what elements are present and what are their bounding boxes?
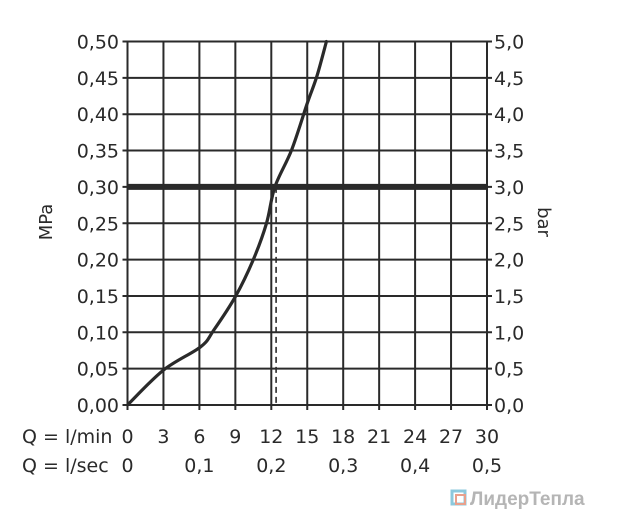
- x-axis-label-secondary: Q = l/sec: [22, 455, 109, 477]
- tick-labels: 0 3 6 9 12 15 18 21 24 27 300,00 0,00,05 0,50,10 1,00…: [77, 32, 525, 478]
- y-tick-label-right: 4,5: [494, 68, 524, 90]
- y-tick-label-left: 0,00: [77, 395, 119, 417]
- x-tick-label-secondary: 0,2: [256, 455, 286, 477]
- x-tick-label: 21: [367, 426, 391, 448]
- x-tick-label: 9: [229, 426, 241, 448]
- x-tick-label: 12: [259, 426, 283, 448]
- x-tick-label: 24: [403, 426, 427, 448]
- y-tick-label-right: 1,0: [494, 322, 524, 344]
- y-axis-label-right: bar: [533, 207, 554, 237]
- y-tick-label-left: 0,05: [77, 359, 119, 381]
- y-tick-label-left: 0,50: [77, 32, 119, 54]
- y-tick-label-right: 3,5: [494, 141, 524, 163]
- x-tick-label: 27: [439, 426, 463, 448]
- x-axis-label: Q = l/min: [22, 426, 112, 448]
- y-tick-label-left: 0,20: [77, 250, 119, 272]
- x-tick-label-secondary: 0,3: [328, 455, 358, 477]
- x-tick-label: 3: [157, 426, 169, 448]
- x-tick-label-secondary: 0: [121, 455, 133, 477]
- y-tick-label-right: 3,0: [494, 177, 524, 199]
- y-tick-label-left: 0,15: [77, 286, 119, 308]
- x-tick-label: 30: [475, 426, 499, 448]
- logo-square-accent: [455, 494, 466, 505]
- y-axis-label-left: MPa: [36, 204, 57, 241]
- logo-square-icon: [450, 489, 467, 506]
- x-tick-label-secondary: 0,1: [184, 455, 214, 477]
- y-tick-label-right: 5,0: [494, 32, 524, 54]
- x-tick-label: 6: [193, 426, 205, 448]
- y-tick-label-right: 2,5: [494, 213, 524, 235]
- y-tick-label-right: 0,5: [494, 359, 524, 381]
- y-tick-label-left: 0,30: [77, 177, 119, 199]
- y-tick-label-left: 0,25: [77, 213, 119, 235]
- y-tick-label-left: 0,45: [77, 68, 119, 90]
- flow-curve: [125, 39, 329, 407]
- watermark-text: ЛидерТепла: [470, 489, 585, 510]
- y-tick-label-left: 0,10: [77, 322, 119, 344]
- x-tick-label-secondary: 0,5: [472, 455, 502, 477]
- y-tick-label-left: 0,35: [77, 141, 119, 163]
- x-tick-label: 15: [295, 426, 319, 448]
- x-tick-label: 18: [331, 426, 355, 448]
- y-tick-label-right: 2,0: [494, 250, 524, 272]
- y-tick-label-left: 0,40: [77, 104, 119, 126]
- x-tick-label-secondary: 0,4: [400, 455, 430, 477]
- x-tick-label: 0: [121, 426, 133, 448]
- y-tick-label-right: 0,0: [494, 395, 524, 417]
- y-tick-label-right: 1,5: [494, 286, 524, 308]
- y-tick-label-right: 4,0: [494, 104, 524, 126]
- grid: [122, 40, 492, 410]
- watermark-logo: ЛидерТепла: [450, 489, 585, 510]
